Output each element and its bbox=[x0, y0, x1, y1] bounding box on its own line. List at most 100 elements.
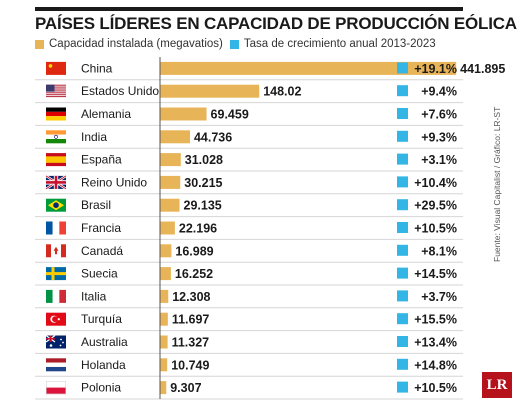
growth-value-label: +7.6% bbox=[421, 108, 457, 122]
growth-value-label: +14.8% bbox=[414, 358, 457, 372]
country-label: España bbox=[81, 153, 122, 167]
germany-flag-icon bbox=[46, 107, 66, 121]
country-label: India bbox=[81, 130, 107, 144]
country-label: Canadá bbox=[81, 244, 123, 258]
capacity-value-label: 441.895 bbox=[460, 62, 505, 76]
growth-value-label: +10.4% bbox=[414, 176, 457, 190]
capacity-value-label: 11.697 bbox=[172, 313, 210, 327]
spain-flag-icon bbox=[46, 153, 66, 167]
capacity-bar bbox=[160, 107, 207, 121]
growth-value-label: +13.4% bbox=[414, 336, 457, 350]
growth-marker bbox=[397, 336, 408, 347]
capacity-bar bbox=[160, 221, 175, 235]
country-label: Turquía bbox=[81, 312, 122, 326]
capacity-bar bbox=[160, 381, 167, 395]
capacity-bar bbox=[160, 244, 172, 258]
growth-marker bbox=[397, 290, 408, 302]
growth-value-label: +3.7% bbox=[421, 290, 457, 304]
capacity-value-label: 10.749 bbox=[171, 358, 209, 372]
capacity-bar bbox=[160, 84, 260, 98]
legend-item-capacity: Capacidad instalada (megavatios) bbox=[35, 38, 223, 50]
lr-logo: LR bbox=[482, 372, 512, 398]
legend-item-growth: Tasa de crecimiento anual 2013-2023 bbox=[229, 38, 436, 50]
growth-marker bbox=[397, 199, 408, 211]
country-label: Holanda bbox=[81, 358, 126, 372]
country-label: Francia bbox=[81, 221, 121, 235]
country-label: Alemania bbox=[81, 107, 131, 121]
country-label: Brasil bbox=[81, 198, 111, 212]
country-label: Australia bbox=[81, 335, 128, 349]
growth-marker bbox=[397, 62, 408, 74]
country-label: Reino Unido bbox=[81, 175, 147, 189]
source-note: Fuente: Visual Capitalist / Gráfico: LR-… bbox=[492, 106, 502, 262]
growth-marker bbox=[397, 267, 408, 279]
growth-value-label: +15.5% bbox=[414, 313, 457, 327]
capacity-value-label: 9.307 bbox=[170, 381, 201, 395]
capacity-value-label: 29.135 bbox=[184, 199, 222, 213]
turkey-flag-icon bbox=[46, 312, 66, 326]
capacity-bar bbox=[160, 198, 180, 212]
capacity-value-label: 148.02 bbox=[263, 85, 301, 99]
legend: Capacidad instalada (megavatios) Tasa de… bbox=[35, 38, 443, 50]
growth-marker bbox=[397, 244, 408, 256]
capacity-value-label: 31.028 bbox=[185, 153, 223, 167]
france-flag-icon bbox=[46, 221, 66, 235]
capacity-bar bbox=[160, 335, 168, 349]
growth-value-label: +3.1% bbox=[421, 153, 457, 167]
capacity-value-label: 22.196 bbox=[179, 222, 217, 236]
capacity-value-label: 30.215 bbox=[184, 176, 222, 190]
legend-label-capacity: Capacidad instalada (megavatios) bbox=[49, 38, 223, 50]
country-label: Polonia bbox=[81, 381, 121, 395]
poland-flag-icon bbox=[46, 381, 66, 395]
sweden-flag-icon bbox=[46, 267, 66, 281]
growth-value-label: +8.1% bbox=[421, 244, 457, 258]
growth-marker bbox=[397, 85, 408, 97]
growth-marker bbox=[397, 176, 408, 188]
capacity-bar bbox=[160, 61, 457, 75]
brazil-flag-icon bbox=[46, 198, 66, 212]
china-flag-icon bbox=[46, 61, 66, 75]
capacity-bar bbox=[160, 358, 168, 372]
legend-swatch-capacity bbox=[35, 39, 44, 49]
capacity-bar bbox=[160, 289, 169, 303]
growth-marker bbox=[397, 222, 408, 233]
india-flag-icon bbox=[46, 130, 66, 144]
growth-value-label: +19.1% bbox=[414, 62, 457, 76]
capacity-value-label: 69.459 bbox=[211, 108, 249, 122]
growth-value-label: +9.4% bbox=[421, 85, 457, 99]
canada-flag-icon bbox=[46, 244, 66, 258]
capacity-bar bbox=[160, 267, 171, 281]
top-rule bbox=[35, 7, 463, 11]
growth-marker bbox=[397, 108, 408, 119]
country-label: Italia bbox=[81, 289, 107, 303]
growth-value-label: +10.5% bbox=[414, 222, 457, 236]
capacity-value-label: 16.989 bbox=[175, 244, 213, 258]
growth-value-label: +10.5% bbox=[414, 381, 457, 395]
capacity-value-label: 44.736 bbox=[194, 130, 232, 144]
usa-flag-icon bbox=[46, 84, 66, 98]
growth-marker bbox=[397, 358, 408, 370]
growth-marker bbox=[397, 313, 408, 325]
legend-swatch-growth bbox=[229, 39, 239, 49]
growth-value-label: +9.3% bbox=[421, 130, 457, 144]
logo-text: LR bbox=[486, 376, 508, 393]
australia-flag-icon bbox=[45, 335, 66, 349]
capacity-bar bbox=[160, 312, 168, 326]
country-label: Estados Unidos bbox=[81, 84, 165, 98]
growth-value-label: +14.5% bbox=[414, 267, 457, 281]
uk-flag-icon bbox=[45, 174, 67, 190]
growth-marker bbox=[397, 153, 408, 165]
growth-marker bbox=[397, 130, 408, 142]
capacity-value-label: 16.252 bbox=[175, 267, 213, 281]
growth-value-label: +29.5% bbox=[414, 199, 457, 213]
chart-title: PAÍSES LÍDERES EN CAPACIDAD DE PRODUCCIÓ… bbox=[35, 14, 517, 33]
capacity-value-label: 12.308 bbox=[172, 290, 210, 304]
legend-label-growth: Tasa de crecimiento anual 2013-2023 bbox=[243, 38, 436, 50]
netherlands-flag-icon bbox=[46, 358, 66, 372]
country-label: Suecia bbox=[81, 267, 118, 281]
italy-flag-icon bbox=[46, 289, 66, 303]
capacity-bar bbox=[160, 175, 181, 189]
country-label: China bbox=[81, 61, 113, 75]
capacity-bar bbox=[160, 153, 181, 167]
